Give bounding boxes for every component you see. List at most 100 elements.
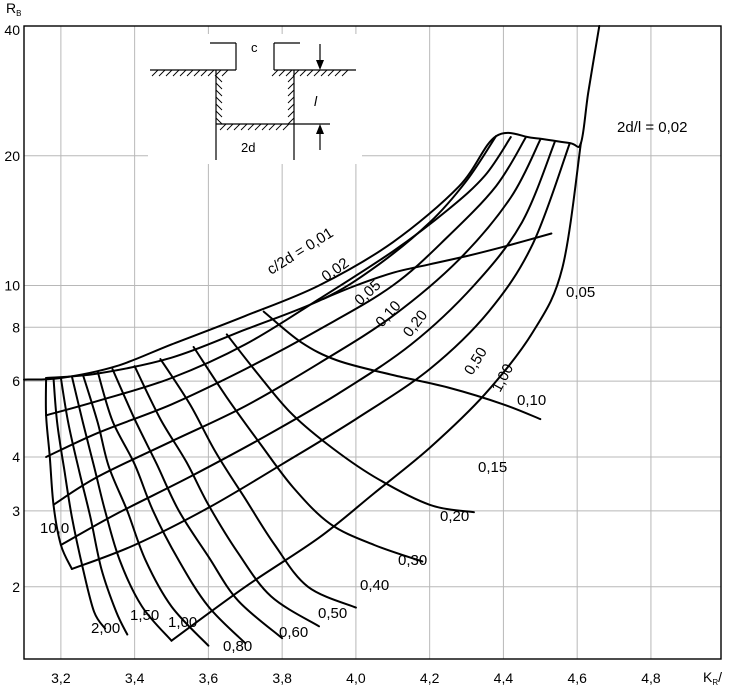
dl-curve-2-00	[52, 377, 107, 630]
x-tick-label: 4,2	[420, 670, 440, 686]
hatch-mark	[268, 123, 276, 131]
hatch-mark	[271, 69, 279, 77]
hatch-mark	[226, 123, 234, 131]
dl-label-0-10: 0,10	[517, 392, 546, 409]
y-tick-label: 40	[4, 22, 20, 38]
dl-label-1-50: 1,50	[130, 607, 159, 624]
hatch-mark	[306, 69, 314, 77]
dl-label-1-00: 1,00	[168, 614, 197, 631]
y-tick-label: 20	[4, 148, 20, 164]
hatch-mark	[186, 69, 194, 77]
hatch-mark	[334, 69, 342, 77]
y-axis-title: RB	[6, 0, 21, 18]
x-axis-title-suffix: /	[718, 669, 722, 685]
x-tick-label: 4,4	[494, 670, 514, 686]
hatch-mark	[158, 69, 166, 77]
dl-label-0-05: 0,05	[566, 284, 595, 301]
hatch-mark	[320, 69, 328, 77]
dl-label-0-30: 0,30	[398, 552, 427, 569]
hatch-mark	[247, 123, 255, 131]
dl-label-0-40: 0,40	[360, 577, 389, 594]
dl-label-0-60: 0,60	[279, 624, 308, 641]
dl-curve-0-60	[96, 371, 247, 645]
hatch-mark	[327, 69, 335, 77]
y-tick-label: 2	[12, 579, 20, 595]
tick-labels: 3,2 3,4 3,6 3,8 4,0 4,2 4,4 4,6 4,8 2 3 4 6 8 10 20 40	[4, 22, 660, 686]
inset-l-label: l	[314, 93, 318, 109]
x-tick-label: 3,2	[51, 670, 71, 686]
dl-curve-1-50	[59, 377, 129, 636]
hatch-mark	[287, 89, 295, 97]
hatch-mark	[215, 110, 223, 118]
inset-diagram: c l 2d	[148, 34, 362, 164]
x-tick-label: 3,8	[272, 670, 292, 686]
hatch-mark	[261, 123, 269, 131]
y-tick-label: 10	[4, 278, 20, 294]
hatch-mark	[240, 123, 248, 131]
x-tick-label: 3,6	[199, 670, 219, 686]
hatch-mark	[287, 96, 295, 104]
inset-c-label: c	[251, 40, 258, 55]
x-tick-label: 3,4	[125, 670, 145, 686]
hatch-mark	[179, 69, 187, 77]
y-axis-title-subscript: B	[16, 9, 21, 18]
hatch-mark	[341, 69, 349, 77]
c2d-curve-1-00	[170, 142, 582, 642]
hatch-mark	[193, 69, 201, 77]
c2d-curve-0-02	[45, 136, 512, 417]
dl-curve-10-0	[44, 377, 73, 570]
hatch-mark	[215, 82, 223, 90]
hatch-mark	[287, 110, 295, 118]
inset-hatching	[151, 69, 349, 131]
hatch-mark	[165, 69, 173, 77]
c2d-curve-c-2d-0-01	[45, 135, 497, 379]
hatch-mark	[254, 123, 262, 131]
hatch-mark	[299, 69, 307, 77]
hatch-mark	[313, 69, 321, 77]
inset-arrow-up-icon	[316, 124, 324, 134]
c2d-curve-0-10	[52, 138, 542, 506]
dl-curve-0-50	[111, 368, 284, 640]
x-axis-title: KR/	[703, 669, 722, 686]
x-tick-label: 4,6	[567, 670, 587, 686]
hatch-mark	[275, 123, 283, 131]
hatch-mark	[215, 103, 223, 111]
dl-curve-0-40	[133, 365, 320, 628]
dl-label-2d-l-0-02: 2d/l = 0,02	[617, 119, 687, 136]
dl-curve-0-20	[192, 346, 424, 563]
hatch-mark	[278, 69, 286, 77]
dl-curve-0-80	[82, 374, 210, 647]
hatch-mark	[200, 69, 208, 77]
curves	[23, 25, 601, 647]
hatch-mark	[215, 89, 223, 97]
dl-curve-1-00	[70, 375, 173, 642]
inset-2d-label: 2d	[241, 140, 255, 155]
x-axis-title-subscript: R	[712, 678, 718, 686]
dl-label-0-50: 0,50	[318, 605, 347, 622]
dl-label-0-20: 0,20	[440, 508, 469, 525]
hatch-mark	[215, 96, 223, 104]
hatch-mark	[221, 69, 229, 77]
hatch-mark	[287, 75, 295, 83]
hatch-mark	[215, 117, 223, 125]
hatch-mark	[287, 103, 295, 111]
x-tick-label: 4,0	[346, 670, 366, 686]
dl-curve-0-10	[262, 310, 542, 421]
y-tick-label: 6	[12, 373, 20, 389]
hatch-mark	[287, 117, 295, 125]
plot-frame	[23, 25, 722, 660]
hatch-mark	[285, 69, 293, 77]
x-tick-label: 4,8	[641, 670, 661, 686]
dl-label-10-0: 10,0	[40, 520, 69, 537]
hatch-mark	[282, 123, 290, 131]
inset-arrow-down-icon	[316, 60, 324, 70]
hatch-mark	[233, 123, 241, 131]
y-tick-label: 3	[12, 503, 20, 519]
hatch-mark	[215, 75, 223, 83]
dl-curve-0-15	[225, 333, 475, 514]
hatch-mark	[151, 69, 159, 77]
y-tick-label: 8	[12, 319, 20, 335]
dl-label-0-15: 0,15	[478, 459, 507, 476]
